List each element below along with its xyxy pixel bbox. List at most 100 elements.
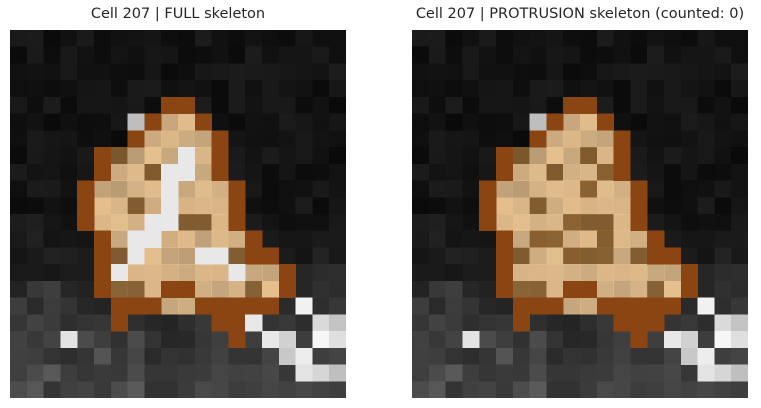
- membrane-pixel: [228, 314, 245, 331]
- skeleton-pixel: [128, 231, 145, 248]
- cell-pixel: [161, 114, 178, 131]
- membrane-pixel: [77, 181, 94, 198]
- cell-pixel: [546, 214, 563, 231]
- cell-pixel: [178, 114, 195, 131]
- cell-pixel: [144, 164, 161, 181]
- membrane-pixel: [479, 214, 496, 231]
- cell-pixel: [111, 231, 128, 248]
- cell-pixel: [513, 264, 530, 281]
- cell-pixel: [513, 197, 530, 214]
- membrane-pixel: [245, 298, 262, 315]
- cell-pixel: [128, 214, 145, 231]
- cell-pixel: [128, 164, 145, 181]
- membrane-pixel: [681, 281, 698, 298]
- cell-pixel: [563, 164, 580, 181]
- membrane-pixel: [614, 314, 631, 331]
- cell-pixel: [195, 147, 212, 164]
- membrane-pixel: [262, 247, 279, 264]
- cell-pixel: [530, 181, 547, 198]
- skeleton-pixel: [245, 314, 262, 331]
- cell-pixel: [597, 130, 614, 147]
- membrane-pixel: [212, 314, 229, 331]
- cell-pixel: [597, 197, 614, 214]
- cell-pixel: [178, 298, 195, 315]
- cell-pixel: [546, 197, 563, 214]
- cell-pixel: [161, 264, 178, 281]
- cell-pixel: [161, 147, 178, 164]
- skeleton-pixel: [161, 214, 178, 231]
- cell-pixel: [647, 264, 664, 281]
- skeleton-pixel: [228, 264, 245, 281]
- membrane-pixel: [77, 197, 94, 214]
- membrane-pixel: [77, 214, 94, 231]
- membrane-pixel: [546, 114, 563, 131]
- cell-pixel: [111, 214, 128, 231]
- cell-pixel: [546, 264, 563, 281]
- cell-pixel: [513, 281, 530, 298]
- cell-pixel: [614, 231, 631, 248]
- cell-pixel: [228, 281, 245, 298]
- cell-pixel: [630, 264, 647, 281]
- skeleton-pixel: [212, 247, 229, 264]
- cell-pixel: [563, 114, 580, 131]
- cell-pixel: [144, 264, 161, 281]
- cell-pixel: [580, 147, 597, 164]
- cell-pixel: [178, 130, 195, 147]
- cell-pixel: [144, 181, 161, 198]
- membrane-pixel: [614, 298, 631, 315]
- membrane-pixel: [630, 298, 647, 315]
- cell-pixel: [664, 281, 681, 298]
- cell-pixel: [630, 231, 647, 248]
- cell-pixel: [664, 264, 681, 281]
- cell-pixel: [580, 247, 597, 264]
- cell-pixel: [546, 231, 563, 248]
- cell-pixel: [546, 247, 563, 264]
- cell-pixel: [546, 281, 563, 298]
- cell-pixel: [228, 247, 245, 264]
- cell-pixel: [597, 214, 614, 231]
- cell-pixel: [195, 181, 212, 198]
- cell-pixel: [580, 197, 597, 214]
- cell-pixel: [597, 231, 614, 248]
- cell-pixel: [111, 164, 128, 181]
- membrane-pixel: [597, 114, 614, 131]
- membrane-pixel: [496, 247, 513, 264]
- membrane-pixel: [630, 181, 647, 198]
- skeleton-pixel: [161, 181, 178, 198]
- cell-pixel: [128, 181, 145, 198]
- membrane-pixel: [111, 314, 128, 331]
- cell-pixel: [513, 164, 530, 181]
- cell-pixel: [614, 264, 631, 281]
- cell-pixel: [496, 181, 513, 198]
- cell-pixel: [614, 197, 631, 214]
- cell-pixel: [111, 181, 128, 198]
- cell-pixel: [580, 181, 597, 198]
- cell-pixel: [563, 130, 580, 147]
- membrane-pixel: [630, 214, 647, 231]
- membrane-pixel: [144, 298, 161, 315]
- cell-pixel: [530, 197, 547, 214]
- cell-pixel: [262, 264, 279, 281]
- cell-pixel: [195, 164, 212, 181]
- membrane-pixel: [479, 197, 496, 214]
- membrane-pixel: [630, 314, 647, 331]
- cell-pixel: [546, 164, 563, 181]
- cell-pixel: [513, 214, 530, 231]
- membrane-pixel: [178, 281, 195, 298]
- cell-pixel: [161, 231, 178, 248]
- cell-pixel: [144, 130, 161, 147]
- cell-pixel: [178, 264, 195, 281]
- full-skeleton-image: [10, 30, 346, 398]
- cell-pixel: [580, 214, 597, 231]
- cell-pixel: [530, 247, 547, 264]
- skeleton-pixel: [178, 164, 195, 181]
- cell-pixel: [546, 130, 563, 147]
- membrane-pixel: [496, 231, 513, 248]
- membrane-pixel: [546, 298, 563, 315]
- membrane-pixel: [228, 298, 245, 315]
- cell-pixel: [212, 214, 229, 231]
- left-panel-title: Cell 207 | FULL skeleton: [10, 6, 346, 22]
- membrane-pixel: [496, 264, 513, 281]
- membrane-pixel: [530, 130, 547, 147]
- cell-pixel: [580, 231, 597, 248]
